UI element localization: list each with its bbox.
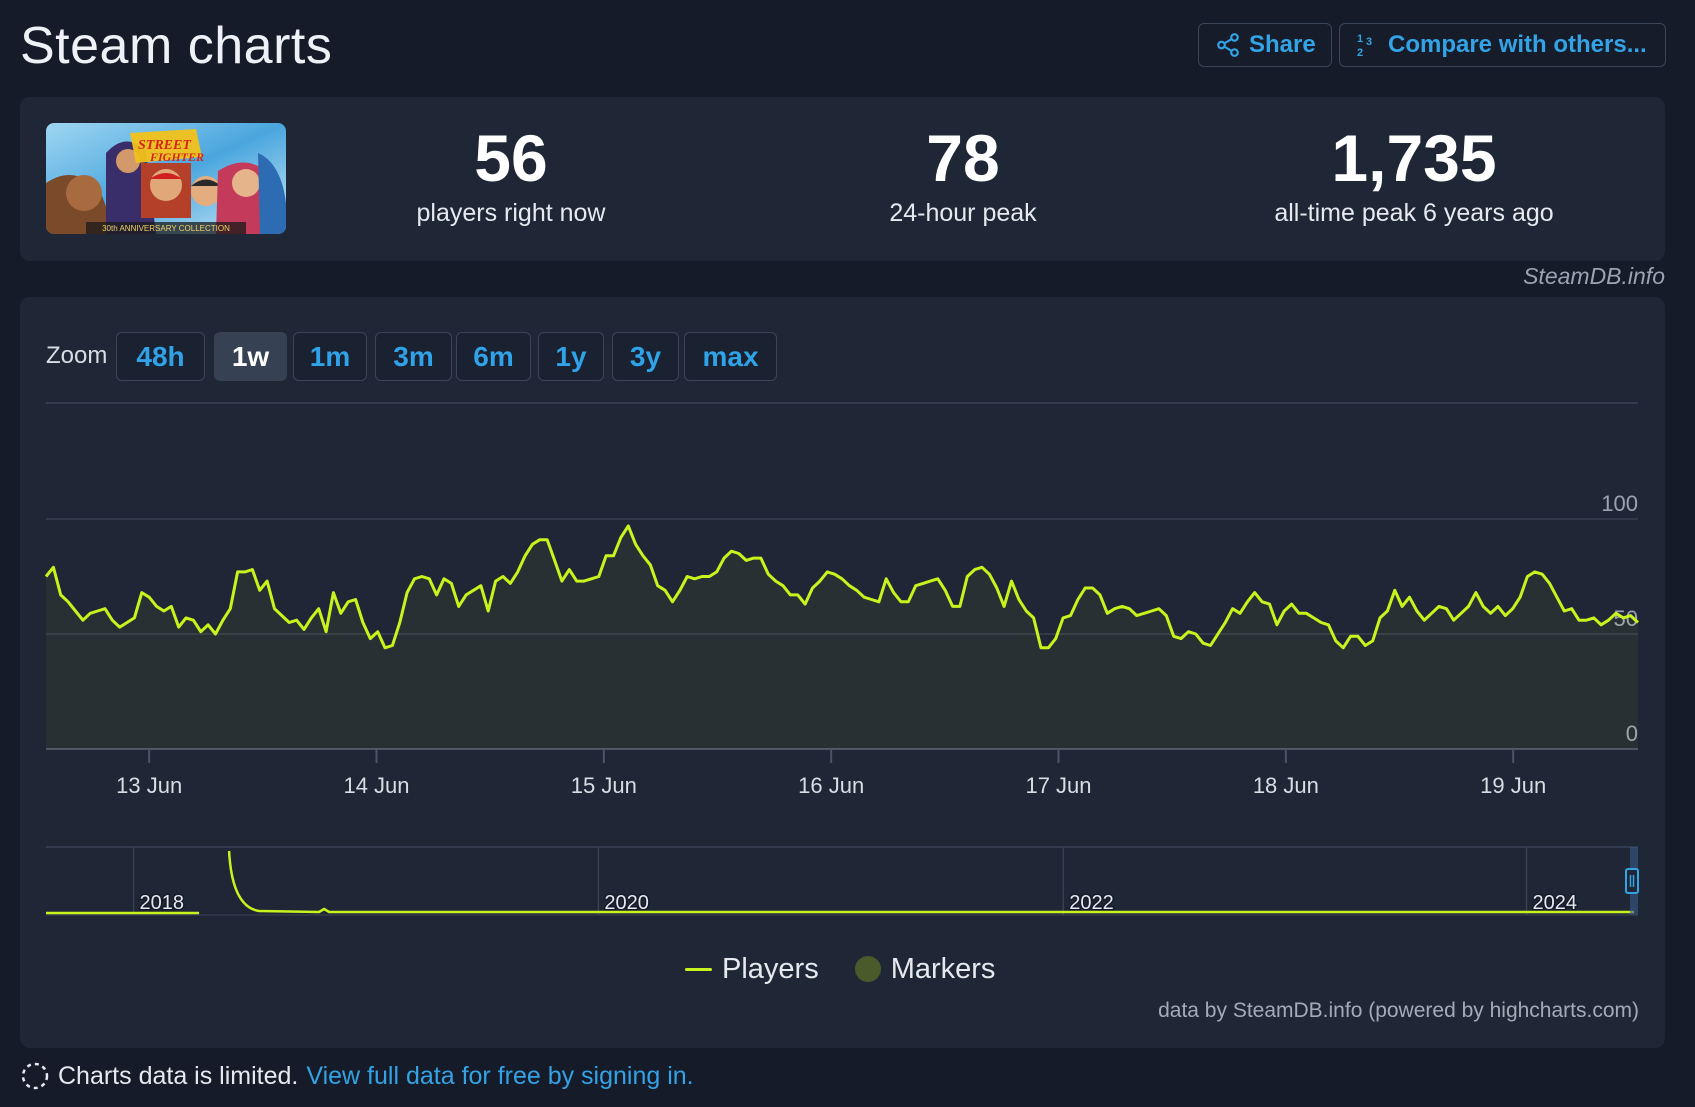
- y-tick-label: 100: [1601, 491, 1638, 516]
- navigator-handle: [1625, 868, 1639, 894]
- x-tick-label: 14 Jun: [343, 773, 409, 798]
- share-button[interactable]: Share: [1198, 23, 1332, 67]
- chart-card: Zoom 48h 1w 1m 3m 6m 1y 3y max 0 50 100 13 …: [20, 297, 1665, 1048]
- players-line-swatch: [685, 967, 712, 971]
- stat-all-time-peak: 1,735 all-time peak 6 years ago: [1224, 119, 1604, 228]
- players-line: [44, 524, 1640, 650]
- share-button-label: Share: [1249, 31, 1316, 58]
- svg-text:1: 1: [1357, 33, 1363, 45]
- page-title: Steam charts: [20, 17, 333, 75]
- x-tick-label: 16 Jun: [798, 773, 864, 798]
- players-now-value: 56: [474, 121, 548, 195]
- limited-data-notice: Charts data is limited. View full data f…: [20, 1058, 694, 1094]
- all-time-peak-label: all-time peak 6 years ago: [1274, 199, 1554, 227]
- chart-legend: Players Markers: [685, 949, 995, 989]
- legend-players-label: Players: [722, 952, 819, 985]
- players-area: [46, 525, 1638, 749]
- navigator-year-label: 2022: [1069, 892, 1114, 914]
- loading-spinner-icon: [21, 1062, 49, 1090]
- page-header: Steam charts Share 1 3 2 Compare with ot…: [20, 14, 1666, 75]
- zoom-max-button[interactable]: max: [684, 332, 777, 381]
- share-icon: [1217, 33, 1239, 57]
- zoom-48h-button[interactable]: 48h: [116, 332, 205, 381]
- compare-numbers-icon: 1 3 2: [1357, 33, 1372, 59]
- svg-text:FIGHTER: FIGHTER: [149, 150, 204, 164]
- navigator-series-line: [46, 850, 1634, 915]
- zoom-label: Zoom: [46, 342, 108, 369]
- navigator-year-label: 2024: [1533, 892, 1578, 914]
- zoom-3m-button[interactable]: 3m: [375, 332, 452, 381]
- y-tick-label: 0: [1626, 721, 1638, 746]
- compare-button[interactable]: 1 3 2 Compare with others...: [1339, 23, 1666, 67]
- svg-text:STREET: STREET: [138, 138, 192, 153]
- players-now-label: players right now: [416, 199, 606, 227]
- sign-in-link[interactable]: View full data for free by signing in.: [306, 1061, 694, 1090]
- stat-24h-peak: 78 24-hour peak: [773, 119, 1153, 228]
- peak-24h-label: 24-hour peak: [889, 199, 1037, 227]
- stat-players-now: 56 players right now: [321, 119, 701, 228]
- svg-text:3: 3: [1366, 36, 1372, 48]
- navigator-year-label: 2018: [140, 892, 185, 914]
- peak-24h-value: 78: [926, 121, 1000, 195]
- powered-by-text[interactable]: data by SteamDB.info (powered by highcha…: [1158, 999, 1639, 1022]
- x-tick-label: 19 Jun: [1480, 773, 1546, 798]
- legend-players[interactable]: Players: [685, 953, 819, 986]
- zoom-6m-button[interactable]: 6m: [456, 332, 531, 381]
- markers-dot-swatch: [854, 956, 881, 982]
- zoom-3y-button[interactable]: 3y: [612, 332, 679, 381]
- steamdb-credit[interactable]: SteamDB.info: [1523, 263, 1665, 289]
- legend-markers-label: Markers: [890, 952, 996, 985]
- x-tick-label: 15 Jun: [571, 773, 637, 798]
- all-time-peak-value: 1,735: [1331, 121, 1497, 195]
- navigator-year-label: 2020: [604, 892, 649, 914]
- limited-data-text: Charts data is limited.: [58, 1061, 299, 1090]
- zoom-1m-button[interactable]: 1m: [293, 332, 367, 381]
- game-cover-image[interactable]: STREET FIGHTER 30th ANNIVERSARY COLLECTI…: [46, 123, 286, 234]
- svg-text:2: 2: [1357, 47, 1363, 59]
- cover-caption: 30th ANNIVERSARY COLLECTION: [102, 224, 230, 233]
- x-tick-label: 17 Jun: [1025, 773, 1091, 798]
- legend-markers[interactable]: Markers: [854, 952, 996, 986]
- x-tick-label: 13 Jun: [116, 773, 182, 798]
- x-tick-label: 18 Jun: [1253, 773, 1319, 798]
- stats-card: STREET FIGHTER 30th ANNIVERSARY COLLECTI…: [20, 97, 1665, 261]
- zoom-1y-button[interactable]: 1y: [538, 332, 604, 381]
- zoom-1w-button[interactable]: 1w: [214, 332, 287, 381]
- compare-button-label: Compare with others...: [1388, 31, 1647, 58]
